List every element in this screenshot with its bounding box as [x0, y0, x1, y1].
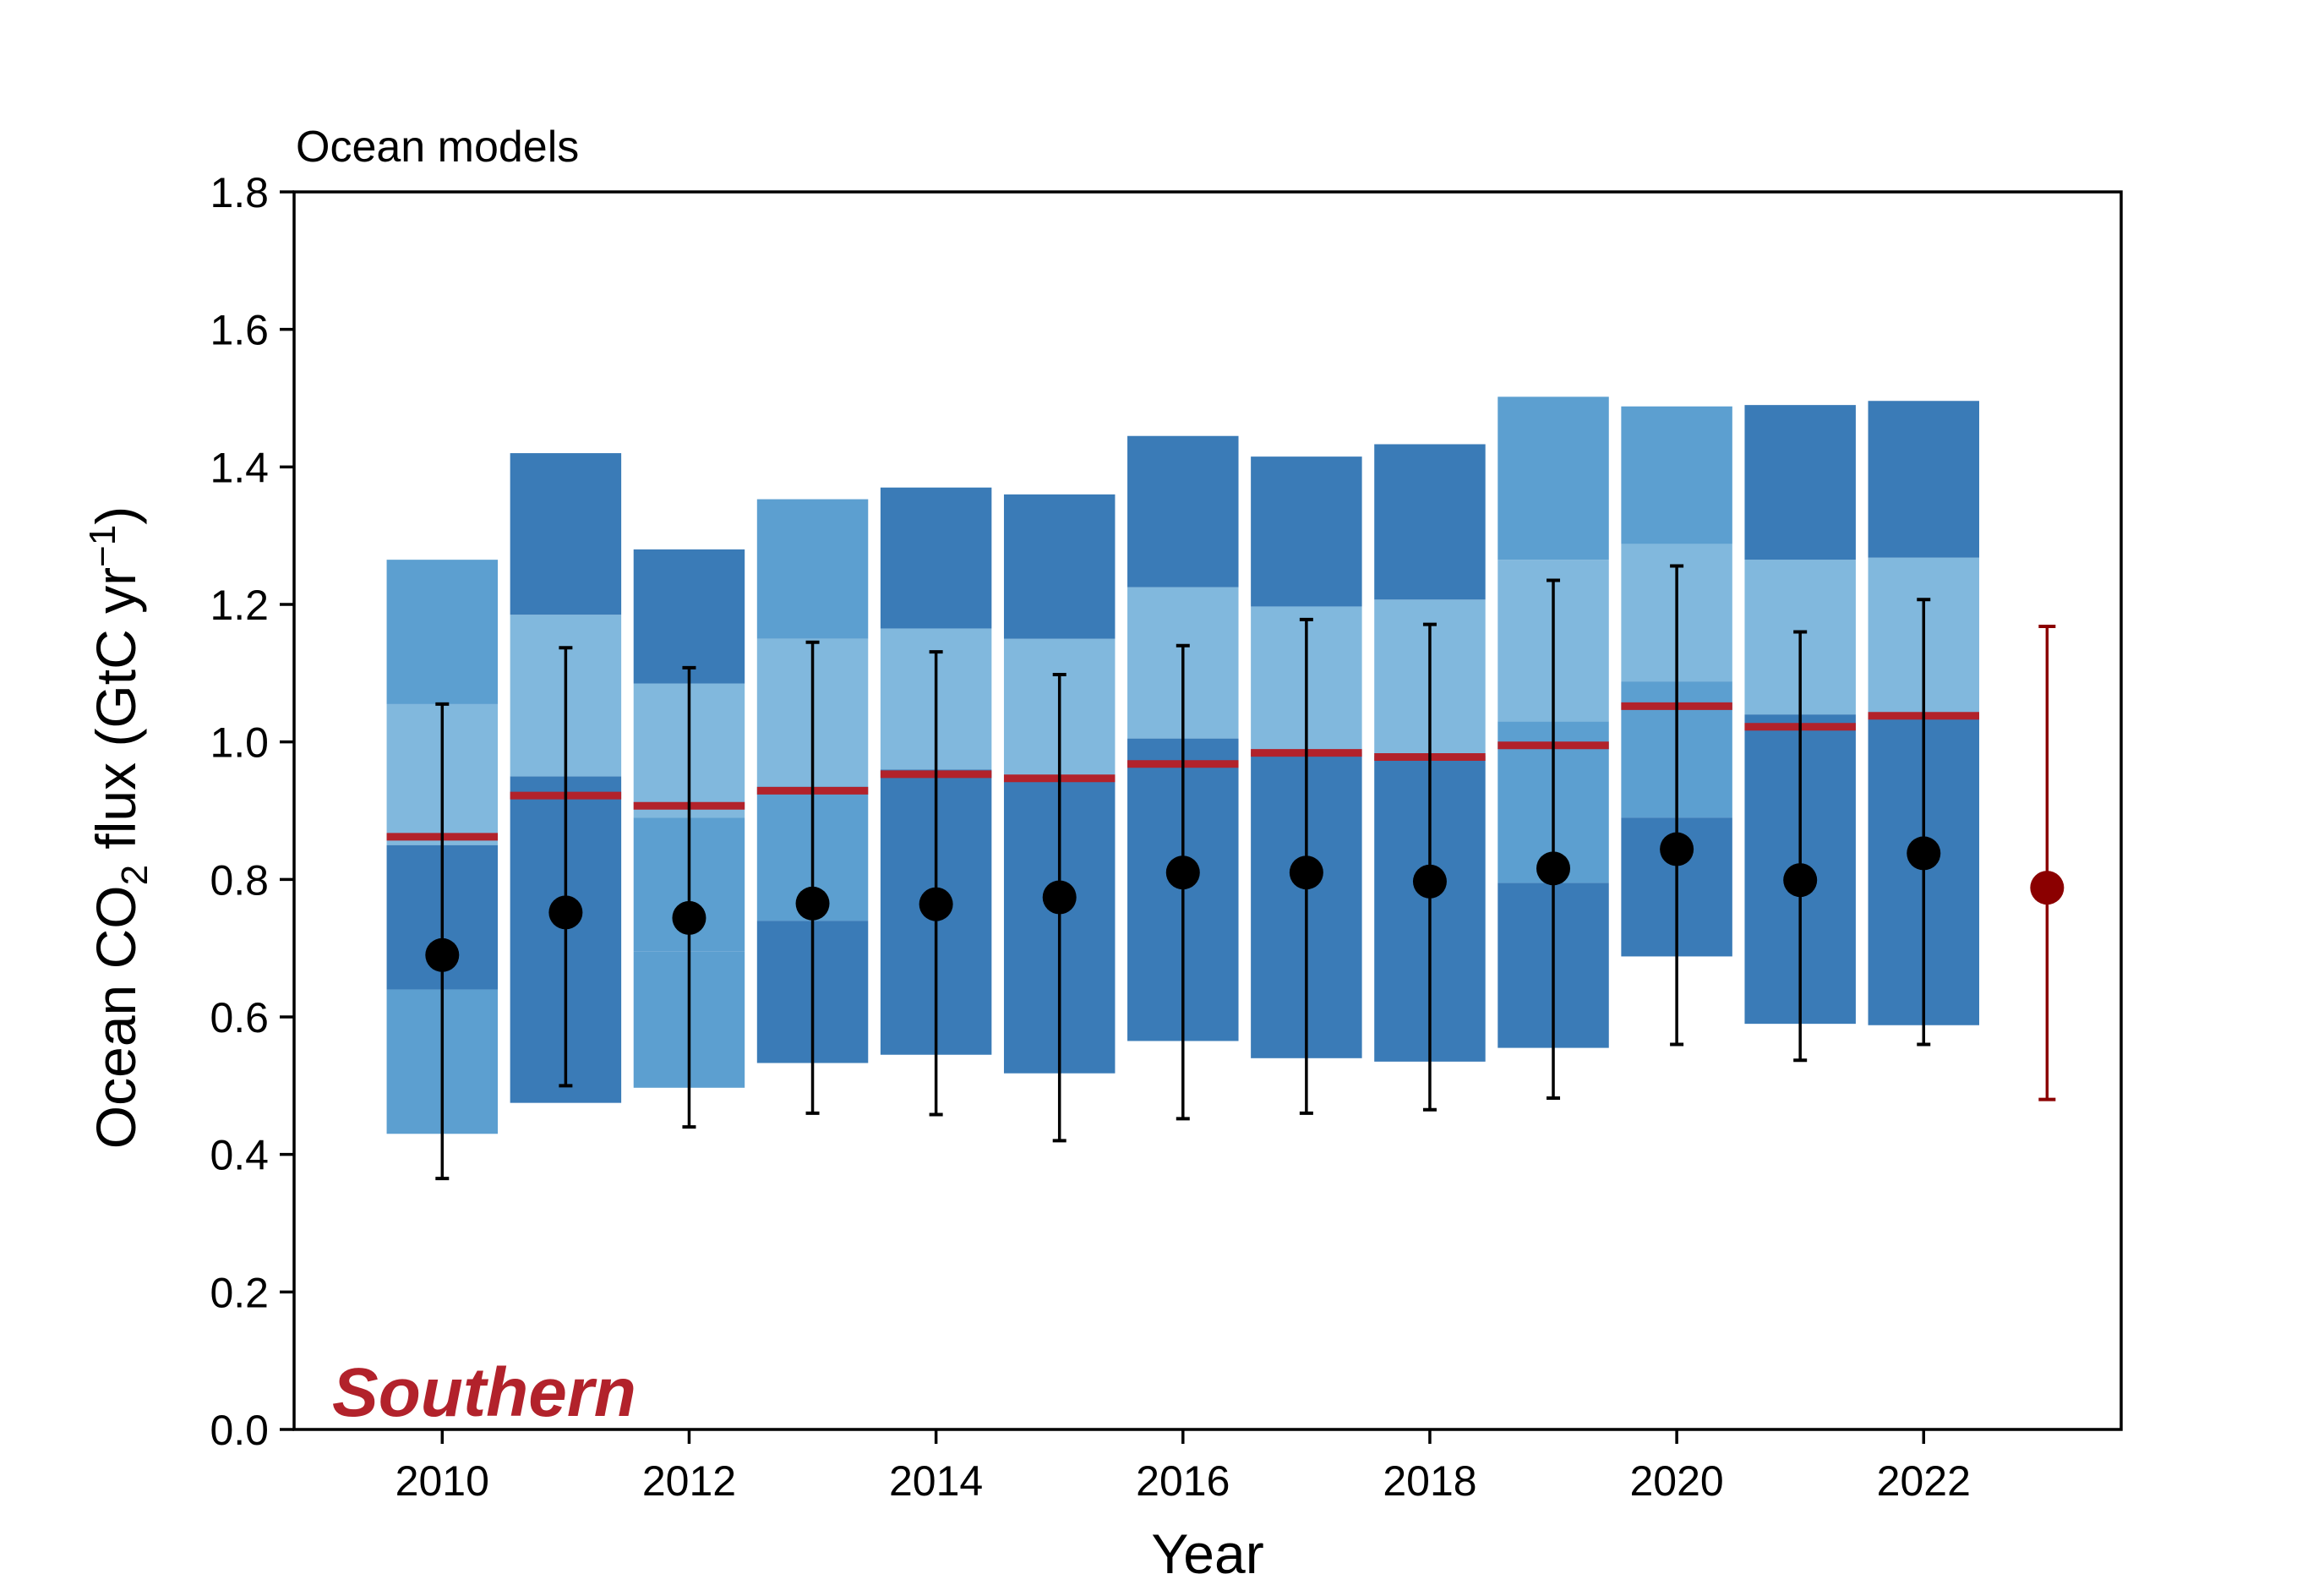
mean-marker-2022	[1907, 836, 1941, 871]
y-tick-label-0.4: 0.4	[210, 1132, 269, 1179]
mean-marker-2014	[919, 887, 953, 921]
mean-marker-2010	[425, 937, 460, 972]
bar-segment-2017	[1251, 456, 1362, 607]
mean-marker-2017	[1289, 855, 1323, 890]
y-tick-label-0.0: 0.0	[210, 1407, 269, 1454]
x-tick-label-2020: 2020	[1629, 1457, 1723, 1505]
y-axis-title-superscript: −1	[82, 525, 123, 567]
bar-segment-2015	[1003, 494, 1116, 639]
y-tick-label-0.6: 0.6	[210, 994, 269, 1041]
ocean-models-label: Ocean models	[296, 123, 579, 172]
bar-segment-2021	[1744, 405, 1856, 560]
y-axis-title-subscript: 2	[114, 865, 155, 885]
mean-marker-2020	[1660, 832, 1694, 866]
bar-segment-2018	[1374, 444, 1486, 600]
bar-segment-2012	[633, 549, 745, 684]
observation-estimate	[2030, 625, 2065, 1101]
x-axis-title: Year	[1151, 1522, 1263, 1585]
mean-marker-2021	[1783, 863, 1818, 898]
bar-segment-2014	[880, 487, 992, 629]
x-tick-label-2018: 2018	[1383, 1457, 1476, 1505]
bar-segment-2013	[756, 499, 869, 639]
x-tick-label-2016: 2016	[1136, 1457, 1230, 1505]
mean-marker-2016	[1165, 855, 1200, 890]
mean-marker-2013	[795, 886, 830, 921]
bar-segment-2022	[1868, 401, 1980, 558]
x-tick-label-2010: 2010	[396, 1457, 489, 1505]
mean-marker-2012	[672, 900, 706, 935]
y-axis-title-main: Ocean CO	[85, 885, 147, 1149]
y-axis-title: Ocean CO2 flux (GtC yr−1)	[82, 506, 155, 1149]
mean-marker-2015	[1042, 880, 1077, 915]
mean-markers	[425, 832, 1941, 972]
bar-segment-2016	[1127, 435, 1239, 588]
bar-segment-2011	[510, 453, 622, 615]
plot-frame	[292, 190, 2123, 1431]
y-tick-label-1.4: 1.4	[210, 444, 269, 491]
mean-marker-2011	[548, 895, 583, 930]
x-tick-label-2022: 2022	[1877, 1457, 1971, 1505]
y-tick-label-0.2: 0.2	[210, 1269, 269, 1316]
x-axis-ticks: 2010 2012 2014 2016 2018 2020 2022	[396, 1429, 1971, 1505]
mean-marker-2018	[1412, 864, 1447, 899]
y-tick-label-1.2: 1.2	[210, 582, 269, 629]
y-tick-label-1.0: 1.0	[210, 719, 269, 767]
observation-marker	[2030, 871, 2065, 905]
mean-marker-2019	[1536, 851, 1571, 886]
y-tick-label-0.8: 0.8	[210, 856, 269, 904]
y-tick-label-1.8: 1.8	[210, 169, 269, 216]
y-tick-label-1.6: 1.6	[210, 307, 269, 354]
x-tick-label-2014: 2014	[889, 1457, 983, 1505]
y-axis-title-rest: flux (GtC yr	[85, 567, 147, 865]
x-tick-label-2012: 2012	[642, 1457, 736, 1505]
bar-segment-2020	[1621, 406, 1732, 544]
error-bars	[435, 564, 1931, 1181]
y-axis-title-close: )	[85, 506, 147, 525]
region-label: Southern	[332, 1354, 636, 1431]
bar-segment-2019	[1498, 396, 1609, 560]
y-axis-ticks: 0.0 0.2 0.4 0.6 0.8 1.0 1.2 1.4 1.6 1.8	[210, 169, 294, 1454]
bar-segment-2010	[386, 560, 499, 704]
